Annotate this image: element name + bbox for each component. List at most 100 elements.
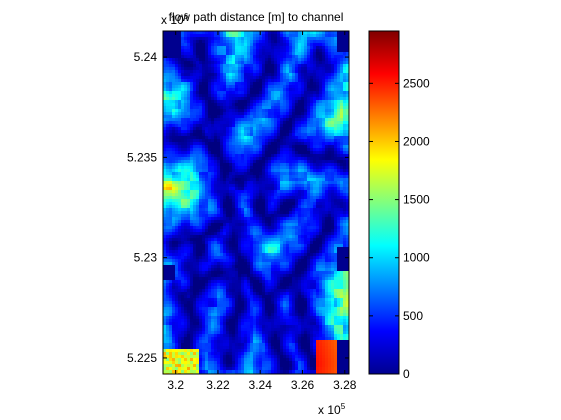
heatmap-cell	[316, 64, 319, 67]
heatmap-cell	[193, 142, 196, 145]
heatmap-cell	[190, 130, 193, 133]
heatmap-cell	[343, 148, 346, 151]
heatmap-cell	[289, 67, 292, 70]
heatmap-cell	[241, 229, 244, 232]
heatmap-cell	[310, 79, 313, 82]
heatmap-cell	[337, 136, 340, 139]
heatmap-cell	[172, 106, 175, 109]
heatmap-cell	[169, 172, 172, 175]
heatmap-cell	[331, 64, 334, 67]
heatmap-cell	[277, 142, 280, 145]
heatmap-cell	[205, 271, 208, 274]
heatmap-cell	[238, 157, 241, 160]
heatmap-cell	[328, 175, 331, 178]
heatmap-cell	[175, 148, 178, 151]
heatmap-cell	[316, 40, 319, 43]
heatmap-cell	[265, 73, 268, 76]
heatmap-cell	[178, 100, 181, 103]
heatmap-cell	[319, 40, 322, 43]
heatmap-cell	[325, 130, 328, 133]
heatmap-cell	[271, 244, 274, 247]
heatmap-cell	[298, 208, 301, 211]
heatmap-cell	[181, 157, 184, 160]
heatmap-cell	[334, 91, 337, 94]
heatmap-cell	[307, 253, 310, 256]
heatmap-cell	[256, 226, 259, 229]
heatmap-cell	[262, 157, 265, 160]
heatmap-cell	[208, 121, 211, 124]
heatmap-cell	[271, 172, 274, 175]
heatmap-cell	[319, 268, 322, 271]
heatmap-cell	[328, 124, 331, 127]
heatmap-cell	[184, 100, 187, 103]
heatmap-cell	[175, 199, 178, 202]
heatmap-cell	[202, 262, 205, 265]
heatmap-cell	[286, 46, 289, 49]
heatmap-cell	[181, 148, 184, 151]
heatmap-cell	[265, 241, 268, 244]
heatmap-cell	[265, 199, 268, 202]
heatmap-cell	[241, 178, 244, 181]
heatmap-cell	[217, 91, 220, 94]
heatmap-cell	[262, 220, 265, 223]
heatmap-cell	[184, 184, 187, 187]
heatmap-cell	[319, 130, 322, 133]
heatmap-cell	[280, 109, 283, 112]
heatmap-cell	[217, 112, 220, 115]
heatmap-cell	[205, 175, 208, 178]
heatmap-cell	[241, 202, 244, 205]
heatmap-cell	[289, 169, 292, 172]
heatmap-cell	[298, 79, 301, 82]
heatmap-cell	[181, 208, 184, 211]
heatmap-cell	[250, 34, 253, 37]
heatmap-cell	[274, 100, 277, 103]
heatmap-cell	[343, 106, 346, 109]
heatmap-cell	[208, 109, 211, 112]
heatmap-cell	[289, 64, 292, 67]
heatmap-cell	[196, 214, 199, 217]
heatmap-cell	[235, 43, 238, 46]
heatmap-cell	[184, 46, 187, 49]
heatmap-cell	[313, 82, 316, 85]
heatmap-cell	[316, 37, 319, 40]
heatmap-cell	[232, 109, 235, 112]
heatmap-cell	[259, 37, 262, 40]
heatmap-cell	[289, 37, 292, 40]
heatmap-cell	[244, 202, 247, 205]
heatmap-cell	[187, 58, 190, 61]
heatmap-cell	[244, 196, 247, 199]
heatmap-cell	[238, 199, 241, 202]
heatmap-cell	[196, 244, 199, 247]
heatmap-cell	[205, 166, 208, 169]
heatmap-cell	[322, 214, 325, 217]
heatmap-cell	[271, 166, 274, 169]
heatmap-cell	[175, 37, 178, 40]
heatmap-cell	[313, 211, 316, 214]
heatmap-cell	[334, 61, 337, 64]
heatmap-cell	[292, 214, 295, 217]
heatmap-cell	[343, 184, 346, 187]
heatmap-cell	[259, 103, 262, 106]
heatmap-cell	[256, 37, 259, 40]
heatmap-cell	[241, 70, 244, 73]
heatmap-cell	[196, 271, 199, 274]
heatmap-cell	[265, 34, 268, 37]
heatmap-cell	[322, 55, 325, 58]
heatmap-cell	[259, 55, 262, 58]
heatmap-cell	[223, 175, 226, 178]
heatmap-cell	[175, 139, 178, 142]
heatmap-cell	[274, 166, 277, 169]
heatmap-cell	[241, 55, 244, 58]
heatmap-cell	[181, 67, 184, 70]
heatmap-cell	[250, 190, 253, 193]
heatmap-cell	[292, 160, 295, 163]
heatmap-cell	[193, 187, 196, 190]
heatmap-cell	[166, 151, 169, 154]
heatmap-cell	[277, 118, 280, 121]
heatmap-cell	[244, 40, 247, 43]
heatmap-cell	[208, 202, 211, 205]
heatmap-cell	[334, 97, 337, 100]
heatmap-cell	[331, 67, 334, 70]
heatmap-cell	[229, 232, 232, 235]
heatmap-cell	[280, 37, 283, 40]
